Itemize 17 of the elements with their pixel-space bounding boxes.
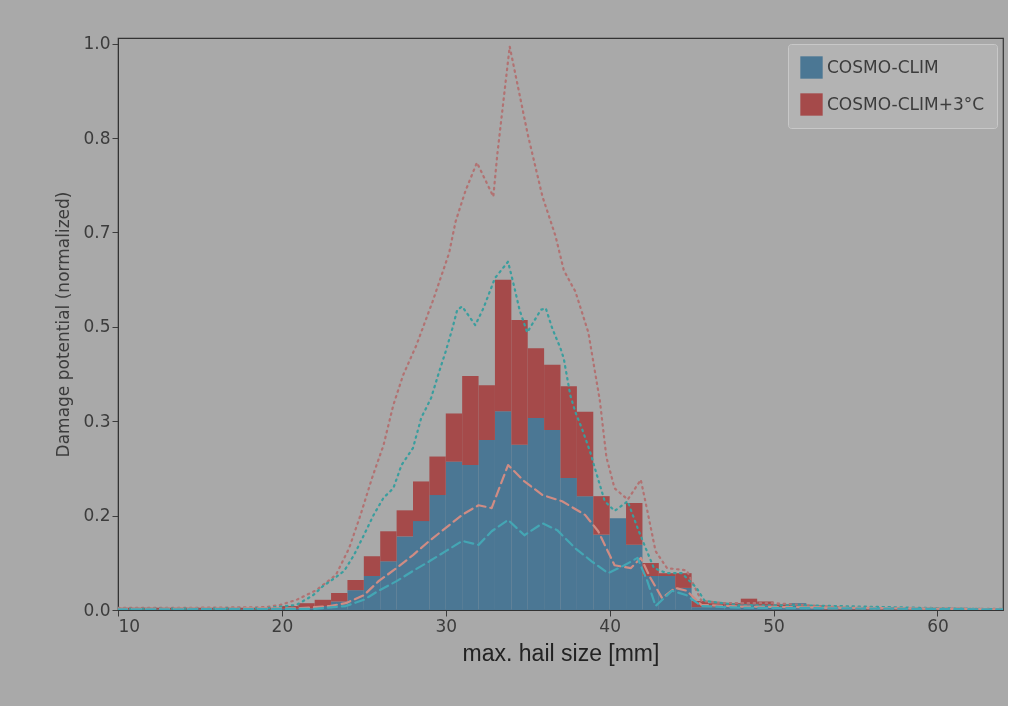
- y-tick-label: 0.7: [83, 221, 111, 242]
- x-tick-label: 60: [927, 615, 949, 636]
- y-tick-label: 0.2: [83, 505, 111, 526]
- legend-label: COSMO-CLIM+3°C: [827, 93, 985, 114]
- x-tick-label: 30: [435, 615, 458, 636]
- x-axis-title: max. hail size [mm]: [462, 639, 660, 666]
- y-tick-label: 0.5: [83, 316, 111, 337]
- legend-label: COSMO-CLIM: [827, 56, 939, 77]
- y-tick-label: 1.0: [83, 33, 111, 54]
- y-tick-label: 0.3: [83, 410, 111, 431]
- y-tick-label: 0.0: [83, 599, 111, 620]
- x-tick-label: 40: [599, 615, 621, 636]
- y-axis-title: Damage potential (normalized): [53, 191, 74, 458]
- x-tick-label: 20: [271, 615, 294, 636]
- x-tick-label: 50: [763, 615, 785, 636]
- y-tick-label: 0.8: [83, 127, 111, 148]
- x-tick-label: 10: [118, 615, 141, 636]
